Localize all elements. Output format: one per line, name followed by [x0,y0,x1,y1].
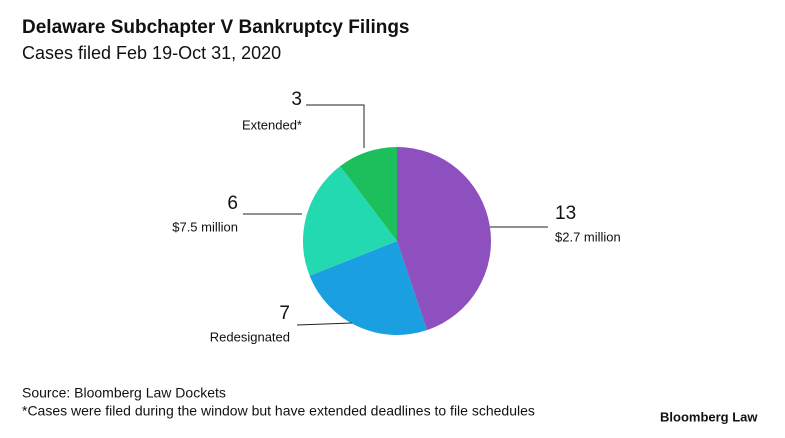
logo: Bloomberg Law [660,409,758,424]
value-label: 7 [279,303,290,324]
category-label: Redesignated [210,329,290,344]
leader-line [296,322,353,326]
source: Source: Bloomberg Law Dockets [22,385,226,401]
chart-title: Delaware Subchapter V Bankruptcy Filings [22,17,410,38]
category-label: Extended* [242,117,302,132]
note: *Cases were filed during the window but … [22,403,535,419]
pie-slice [397,147,491,331]
chart-subtitle: Cases filed Feb 19-Oct 31, 2020 [22,43,281,63]
pie-slice [309,241,428,335]
value-label: 6 [227,193,238,214]
leader-line [306,104,365,148]
category-label: $7.5 million [172,219,238,234]
pie-slice [303,166,397,276]
value-label: 3 [291,89,302,110]
pie-slice [340,147,397,241]
value-label: 13 [555,203,576,224]
category-label: $2.7 million [555,229,621,244]
